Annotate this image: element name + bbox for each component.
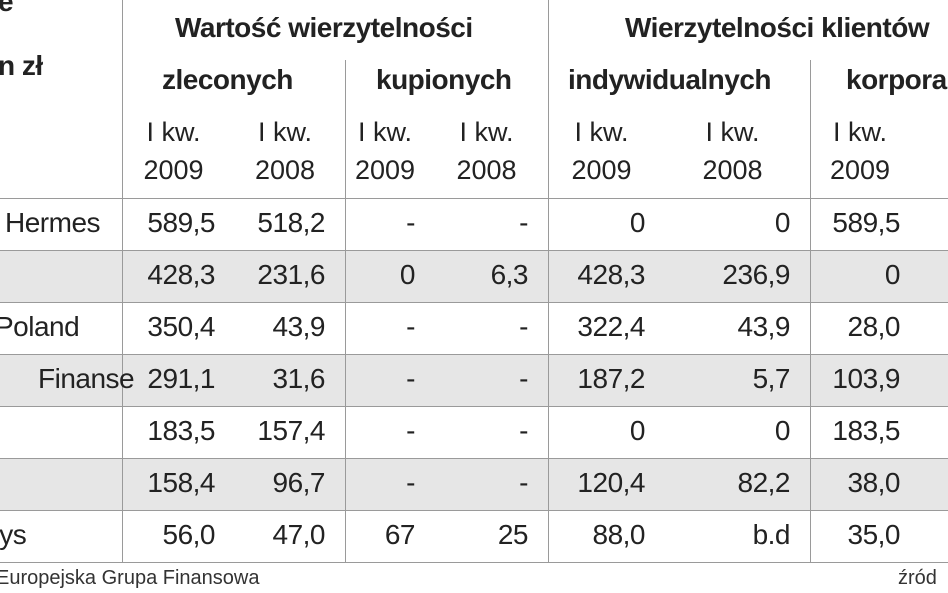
cell: 88,0 <box>592 519 646 550</box>
col-rule <box>345 60 346 562</box>
cell: 43,9 <box>737 311 791 342</box>
row-rule <box>0 406 948 407</box>
period-header: I kw. <box>459 117 514 147</box>
row-rule <box>0 302 948 303</box>
cell: 350,4 <box>147 311 215 342</box>
cell: 25 <box>497 519 529 550</box>
cell: - <box>519 311 528 342</box>
cell: 5,7 <box>752 363 791 394</box>
col-rule <box>810 60 811 562</box>
col-rule <box>122 0 123 562</box>
period-header: I kw. <box>832 117 887 147</box>
row-label: tys <box>0 519 27 550</box>
cell: - <box>519 415 528 446</box>
cell: 0 <box>399 259 416 290</box>
cell: 187,2 <box>577 363 645 394</box>
source-left: Europejska Grupa Finansowa <box>0 567 260 589</box>
subgroup-header: zleconych <box>162 64 293 95</box>
cell: 236,9 <box>722 259 790 290</box>
period-header: 2009 <box>354 155 416 185</box>
cell: - <box>406 363 415 394</box>
row-rule <box>0 198 948 199</box>
cell: 322,4 <box>577 311 645 342</box>
row-label: Hermes <box>5 207 101 238</box>
cell: 291,1 <box>147 363 215 394</box>
cell: 6,3 <box>490 259 529 290</box>
cell: 47,0 <box>272 519 326 550</box>
cell: 96,7 <box>272 467 326 498</box>
row-rule <box>0 510 948 511</box>
cell: - <box>406 207 415 238</box>
period-header: I kw. <box>357 117 412 147</box>
period-header: 2008 <box>254 155 316 185</box>
cell: 0 <box>629 415 646 446</box>
row-rule <box>0 354 948 355</box>
cell: 0 <box>774 207 791 238</box>
cell: 428,3 <box>577 259 645 290</box>
source-right: źród <box>898 567 937 589</box>
cell: 43,9 <box>272 311 326 342</box>
row-label: Poland <box>0 311 80 342</box>
cell: 103,9 <box>832 363 900 394</box>
cell: 82,2 <box>737 467 791 498</box>
subgroup-header: kupionych <box>376 64 512 95</box>
period-header: I kw. <box>574 117 629 147</box>
period-header: 2008 <box>456 155 517 185</box>
cell: 158,4 <box>147 467 215 498</box>
cell: 518,2 <box>257 207 325 238</box>
cell: - <box>519 207 528 238</box>
row-shade <box>0 354 948 406</box>
row-shade <box>0 458 948 510</box>
cell: 67 <box>384 519 416 550</box>
row-label-header: e <box>0 0 14 17</box>
row-shade <box>0 250 948 302</box>
group-header: Wierzytelności klientów <box>625 12 930 43</box>
cell: 183,5 <box>832 415 900 446</box>
cell: - <box>519 363 528 394</box>
row-label-header: n zł <box>0 50 43 81</box>
row-rule <box>0 250 948 251</box>
subgroup-header: korpora <box>846 64 947 95</box>
cell: 428,3 <box>147 259 215 290</box>
cell: 589,5 <box>147 207 215 238</box>
cell: 589,5 <box>832 207 900 238</box>
group-header: Wartość wierzytelności <box>175 12 473 43</box>
cell: 157,4 <box>257 415 325 446</box>
cell: 56,0 <box>162 519 216 550</box>
cell: - <box>406 467 415 498</box>
period-header: I kw. <box>146 117 201 147</box>
cell: 28,0 <box>847 311 901 342</box>
subgroup-header: indywidualnych <box>568 64 772 95</box>
cell: b.d <box>752 519 791 550</box>
row-rule <box>0 458 948 459</box>
period-header: 2009 <box>829 155 891 185</box>
col-rule <box>548 0 549 562</box>
cell: 0 <box>629 207 646 238</box>
cell: - <box>406 311 415 342</box>
cell: 0 <box>774 415 791 446</box>
cell: 35,0 <box>847 519 901 550</box>
cell: 183,5 <box>147 415 215 446</box>
row-rule <box>0 562 948 563</box>
cell: 0 <box>884 259 901 290</box>
cell: - <box>406 415 415 446</box>
cell: 38,0 <box>847 467 901 498</box>
period-header: 2009 <box>143 155 204 185</box>
cell: - <box>519 467 528 498</box>
period-header: I kw. <box>257 117 312 147</box>
period-header: I kw. <box>705 117 760 147</box>
cell: 231,6 <box>257 259 325 290</box>
cell: 120,4 <box>577 467 645 498</box>
row-label: Finanse <box>38 363 135 394</box>
period-header: 2009 <box>571 155 632 185</box>
cell: 31,6 <box>272 363 326 394</box>
period-header: 2008 <box>702 155 763 185</box>
